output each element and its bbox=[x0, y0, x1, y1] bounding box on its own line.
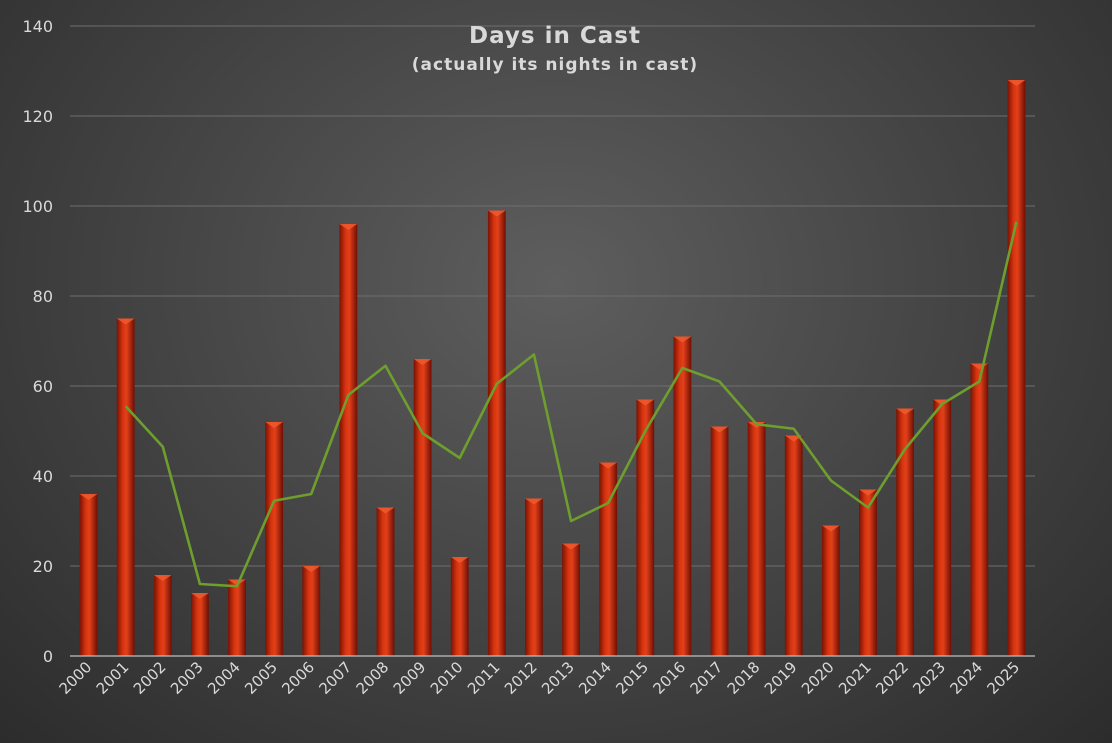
x-tick-label: 2006 bbox=[278, 658, 318, 698]
x-tick-label: 2022 bbox=[872, 658, 912, 698]
x-tick-label: 2017 bbox=[687, 658, 727, 698]
chart-title: Days in Cast bbox=[469, 23, 641, 49]
bar-2008 bbox=[376, 507, 395, 656]
x-tick-label: 2018 bbox=[724, 658, 764, 698]
bar-2021 bbox=[859, 489, 877, 656]
x-tick-label: 2008 bbox=[353, 658, 393, 698]
bar-cap-2021 bbox=[859, 489, 877, 496]
bar-2016 bbox=[673, 336, 692, 656]
bar-2022 bbox=[896, 408, 915, 656]
x-tick-label: 2001 bbox=[93, 658, 133, 698]
bar-series bbox=[79, 80, 1026, 656]
bar-2014 bbox=[599, 462, 618, 656]
bar-2006 bbox=[302, 566, 321, 656]
bar-2009 bbox=[413, 359, 432, 656]
x-tick-label: 2002 bbox=[130, 658, 170, 698]
y-tick-label: 40 bbox=[33, 467, 53, 486]
bar-cap-2014 bbox=[599, 462, 618, 469]
bar-cap-2002 bbox=[153, 575, 172, 581]
x-tick-label: 2016 bbox=[650, 658, 690, 698]
bar-2019 bbox=[784, 435, 803, 656]
gridlines bbox=[70, 25, 1035, 567]
bar-2020 bbox=[821, 525, 840, 656]
x-tick-label: 2021 bbox=[835, 658, 875, 698]
bar-cap-2006 bbox=[302, 566, 321, 572]
x-tick-label: 2010 bbox=[427, 658, 467, 698]
x-tick-label: 2013 bbox=[538, 658, 578, 698]
bar-cap-2020 bbox=[821, 525, 840, 532]
bar-2005 bbox=[265, 422, 284, 656]
bar-cap-2022 bbox=[896, 408, 915, 415]
bar-cap-2008 bbox=[376, 507, 395, 514]
x-tick-label: 2005 bbox=[241, 658, 281, 698]
x-tick-label: 2024 bbox=[946, 658, 986, 698]
y-tick-label: 0 bbox=[43, 647, 53, 666]
x-tick-label: 2009 bbox=[390, 658, 430, 698]
bar-cap-2001 bbox=[116, 318, 135, 325]
bar-cap-2017 bbox=[710, 426, 729, 433]
y-tick-label: 100 bbox=[22, 197, 53, 216]
bar-cap-2015 bbox=[636, 399, 655, 406]
bar-cap-2025 bbox=[1007, 80, 1026, 86]
bar-cap-2016 bbox=[673, 336, 692, 343]
line-series bbox=[124, 221, 1018, 588]
bar-2002 bbox=[153, 575, 172, 656]
y-tick-label: 20 bbox=[33, 557, 53, 576]
x-tick-label: 2011 bbox=[464, 658, 504, 698]
x-tick-label: 2019 bbox=[761, 658, 801, 698]
bar-2011 bbox=[487, 210, 506, 656]
bar-cap-2005 bbox=[265, 422, 284, 428]
bar-cap-2013 bbox=[562, 543, 580, 550]
bar-2017 bbox=[710, 426, 729, 656]
bar-cap-2010 bbox=[450, 557, 469, 563]
bar-cap-2004 bbox=[228, 579, 246, 586]
x-tick-label: 2000 bbox=[56, 658, 96, 698]
bar-cap-2007 bbox=[339, 224, 358, 230]
x-tick-label: 2020 bbox=[798, 658, 838, 698]
x-tick-label: 2004 bbox=[204, 658, 244, 698]
bar-2010 bbox=[450, 557, 469, 656]
bar-2007 bbox=[339, 224, 358, 656]
bar-2012 bbox=[525, 498, 543, 656]
bar-2003 bbox=[190, 593, 209, 656]
bar-cap-2003 bbox=[190, 593, 209, 599]
chart-subtitle: (actually its nights in cast) bbox=[412, 55, 698, 75]
bar-2018 bbox=[747, 422, 766, 656]
bar-cap-2012 bbox=[525, 498, 543, 505]
bar-cap-2000 bbox=[79, 494, 98, 500]
bar-2013 bbox=[562, 543, 580, 656]
x-tick-label: 2014 bbox=[575, 658, 615, 698]
x-tick-label: 2007 bbox=[315, 658, 355, 698]
trend-line bbox=[124, 221, 1018, 588]
bar-cap-2011 bbox=[487, 210, 506, 217]
x-tick-label: 2012 bbox=[501, 658, 541, 698]
x-tick-label: 2015 bbox=[612, 658, 652, 698]
bar-2023 bbox=[933, 399, 952, 656]
x-tick-label: 2025 bbox=[984, 658, 1024, 698]
bar-2004 bbox=[228, 579, 246, 656]
bar-2015 bbox=[636, 399, 655, 656]
y-tick-label: 60 bbox=[33, 377, 53, 396]
y-tick-label: 140 bbox=[22, 17, 53, 36]
bar-2001 bbox=[116, 318, 135, 656]
bar-2000 bbox=[79, 494, 98, 656]
y-tick-label: 80 bbox=[33, 287, 53, 306]
bar-cap-2009 bbox=[413, 359, 432, 365]
bar-2024 bbox=[970, 363, 989, 656]
x-tick-label: 2023 bbox=[909, 658, 949, 698]
y-tick-label: 120 bbox=[22, 107, 53, 126]
bar-2025 bbox=[1007, 80, 1026, 656]
x-tick-label: 2003 bbox=[167, 658, 207, 698]
